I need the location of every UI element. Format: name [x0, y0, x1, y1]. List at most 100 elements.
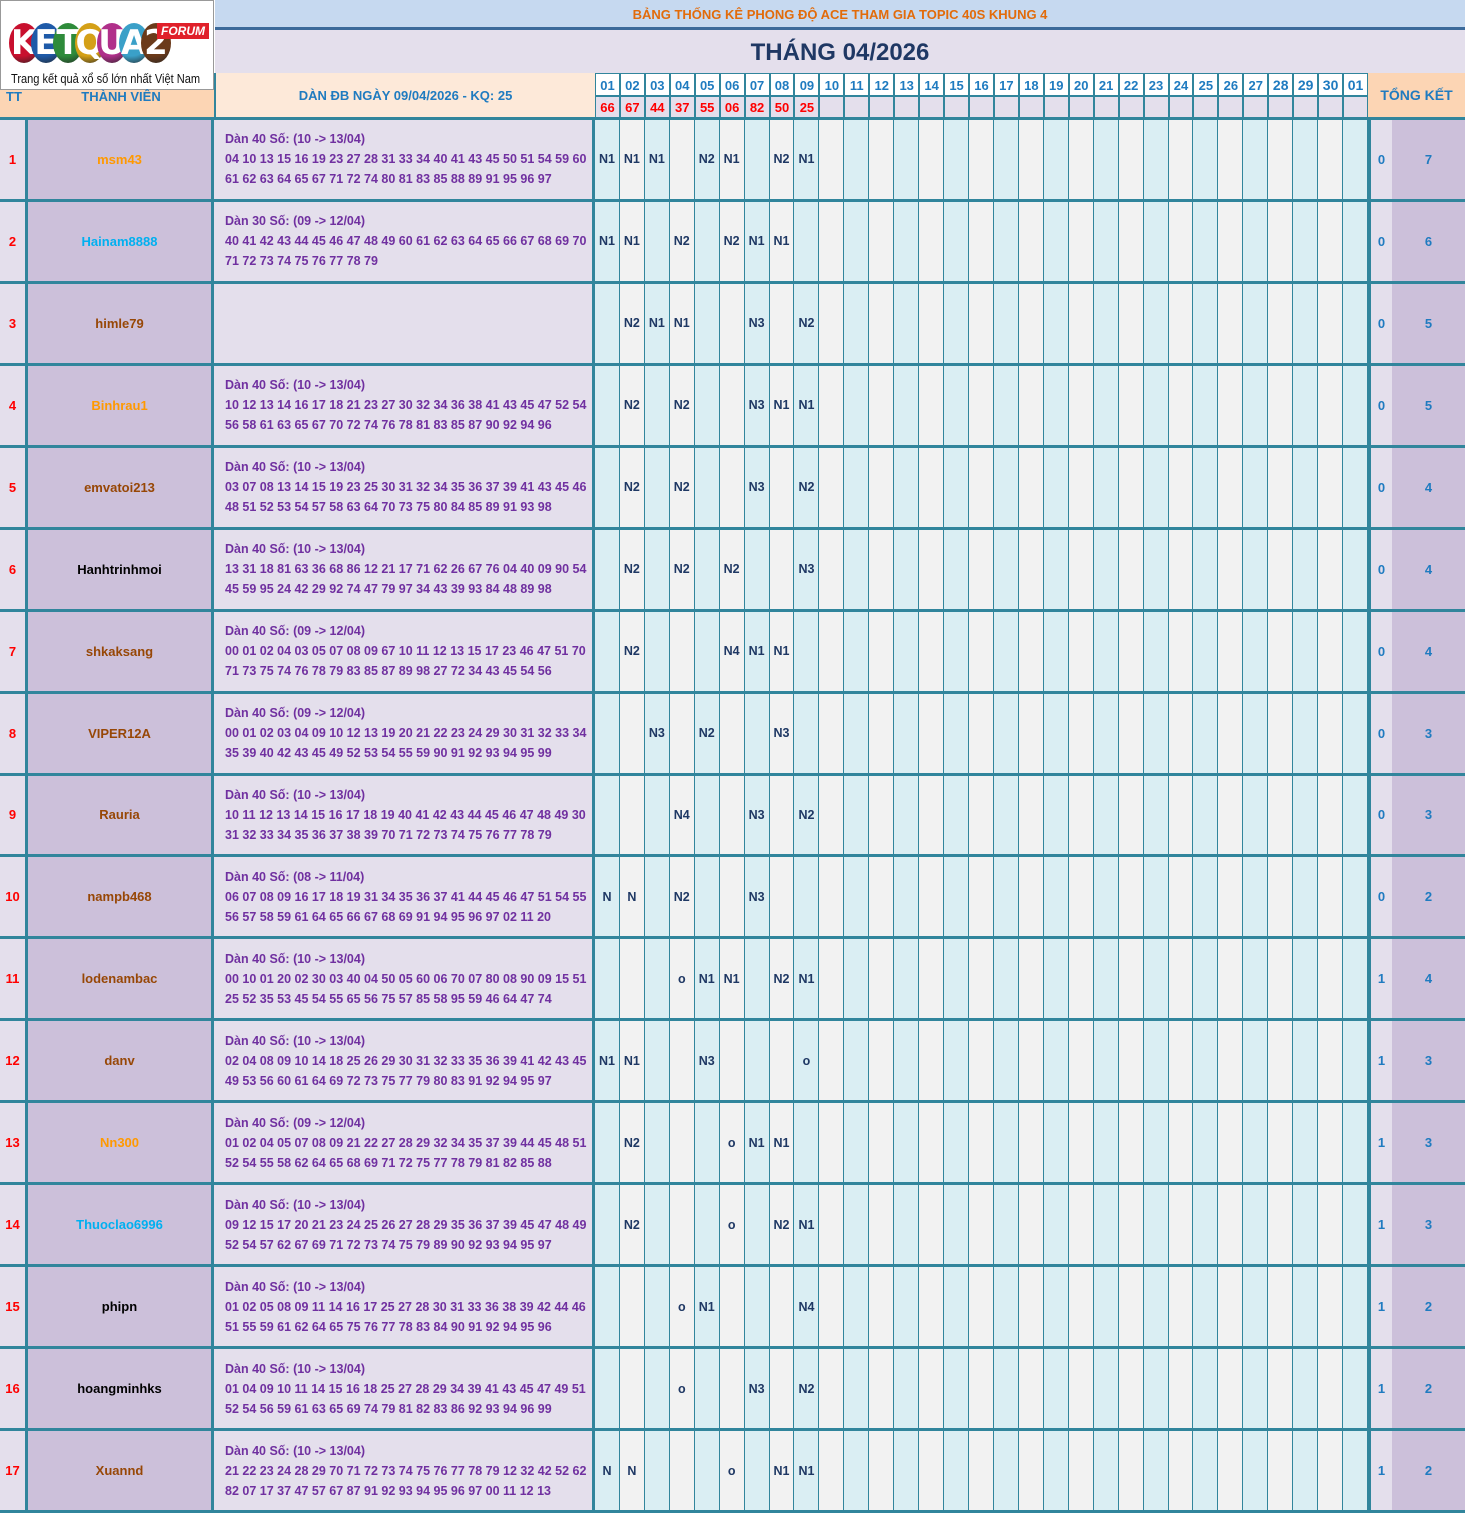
- day-mark: [1143, 775, 1169, 855]
- day-mark: [1118, 857, 1144, 937]
- day-mark: [1293, 1185, 1319, 1265]
- day-mark: [1268, 857, 1294, 937]
- total-score: 3: [1392, 693, 1465, 773]
- set-line-1: 03 07 08 13 14 15 19 23 25 30 31 32 34 3…: [225, 480, 587, 495]
- day-mark: [1318, 939, 1344, 1019]
- day-mark: [1193, 775, 1219, 855]
- total-score: 2: [1392, 1431, 1465, 1510]
- day-header: 01: [595, 73, 620, 96]
- row-number: 1: [0, 120, 28, 199]
- set-label: Dàn 40 Số: (10 -> 13/04): [225, 460, 365, 475]
- day-mark: N1: [644, 283, 670, 363]
- day-mark: [1243, 529, 1269, 609]
- day-mark: [1268, 1267, 1294, 1347]
- number-set: Dàn 40 Số: (09 -> 12/04) 00 01 02 03 04 0…: [214, 693, 595, 773]
- day-mark: [869, 1103, 895, 1183]
- day-mark: [769, 447, 795, 527]
- day-mark: [894, 1021, 920, 1101]
- day-mark: o: [719, 1185, 745, 1265]
- day-mark: [1243, 939, 1269, 1019]
- member-name: msm43: [28, 120, 214, 199]
- member-name: Nn300: [28, 1103, 214, 1183]
- day-mark: [1118, 1185, 1144, 1265]
- set-label: Dàn 40 Số: (10 -> 13/04): [225, 132, 365, 147]
- day-mark: [769, 857, 795, 937]
- day-mark: [944, 1349, 970, 1429]
- day-mark: [919, 1103, 945, 1183]
- o-count: 0: [1368, 611, 1392, 691]
- day-mark: o: [719, 1431, 745, 1510]
- day-mark: N2: [669, 857, 695, 937]
- day-mark: [1268, 447, 1294, 527]
- table-row: 12 danv Dàn 40 Số: (10 -> 13/04) 02 04 08…: [0, 1021, 1465, 1104]
- day-mark: N3: [744, 857, 770, 937]
- day-mark: N1: [794, 120, 820, 199]
- day-mark: [1143, 693, 1169, 773]
- day-mark: [1018, 1103, 1044, 1183]
- day-mark: [1043, 1431, 1069, 1510]
- day-mark: [1318, 201, 1344, 281]
- total-score: 5: [1392, 283, 1465, 363]
- total-score: 7: [1392, 120, 1465, 199]
- day-mark: [1218, 1431, 1244, 1510]
- day-mark: [644, 1103, 670, 1183]
- day-mark: [1268, 365, 1294, 445]
- day-result: 25: [794, 96, 820, 118]
- table-row: 7 shkaksang Dàn 40 Số: (09 -> 12/04) 00 0…: [0, 611, 1465, 694]
- day-mark: N2: [619, 529, 645, 609]
- day-mark: [1118, 447, 1144, 527]
- day-mark: N1: [769, 365, 795, 445]
- day-mark: [1293, 1021, 1319, 1101]
- day-mark: [1118, 283, 1144, 363]
- day-mark: [1018, 1021, 1044, 1101]
- day-result: [1318, 96, 1344, 118]
- day-mark: N2: [769, 1185, 795, 1265]
- day-mark: [1318, 1267, 1344, 1347]
- day-mark: [944, 693, 970, 773]
- day-mark: o: [669, 1349, 695, 1429]
- day-mark: [1343, 611, 1368, 691]
- day-mark: [644, 939, 670, 1019]
- day-mark: [1218, 1021, 1244, 1101]
- set-line-1: 13 31 18 81 63 36 68 86 12 21 17 71 62 2…: [225, 562, 587, 577]
- day-mark: [993, 1267, 1019, 1347]
- day-mark: N2: [719, 529, 745, 609]
- number-set: Dàn 40 Số: (10 -> 13/04) 01 02 05 08 09 1…: [214, 1267, 595, 1347]
- o-count: 1: [1368, 1349, 1392, 1429]
- day-mark: [1068, 857, 1094, 937]
- set-line-2: 45 59 95 24 42 29 92 74 47 79 97 34 43 3…: [225, 582, 552, 597]
- day-mark: [1268, 1431, 1294, 1510]
- day-mark: [1168, 447, 1194, 527]
- o-count: 0: [1368, 857, 1392, 937]
- day-mark: [1268, 611, 1294, 691]
- set-label: Dàn 40 Số: (09 -> 12/04): [225, 1115, 365, 1130]
- day-mark: [1093, 611, 1119, 691]
- day-mark: N2: [794, 283, 820, 363]
- day-mark: [969, 693, 994, 773]
- set-line-2: 71 72 73 74 75 76 77 78 79: [225, 254, 378, 269]
- day-mark: o: [669, 939, 695, 1019]
- day-result: [1018, 96, 1044, 118]
- row-number: 14: [0, 1185, 28, 1265]
- day-mark: [869, 365, 895, 445]
- day-mark: [1293, 120, 1319, 199]
- day-mark: [794, 1103, 820, 1183]
- day-mark: [969, 1185, 994, 1265]
- day-mark: [844, 857, 870, 937]
- day-mark: [819, 365, 845, 445]
- day-mark: [1043, 611, 1069, 691]
- day-mark: [969, 1021, 994, 1101]
- day-mark: [1143, 365, 1169, 445]
- day-mark: [694, 1103, 720, 1183]
- day-header: 26: [1218, 73, 1244, 96]
- day-mark: [1318, 283, 1344, 363]
- day-mark: [669, 1431, 695, 1510]
- day-header: 12: [869, 73, 895, 96]
- day-mark: [1318, 775, 1344, 855]
- day-mark: [1168, 529, 1194, 609]
- day-mark: [1118, 1021, 1144, 1101]
- day-mark: [894, 1267, 920, 1347]
- day-mark: [1318, 611, 1344, 691]
- day-mark: [919, 283, 945, 363]
- day-mark: [694, 857, 720, 937]
